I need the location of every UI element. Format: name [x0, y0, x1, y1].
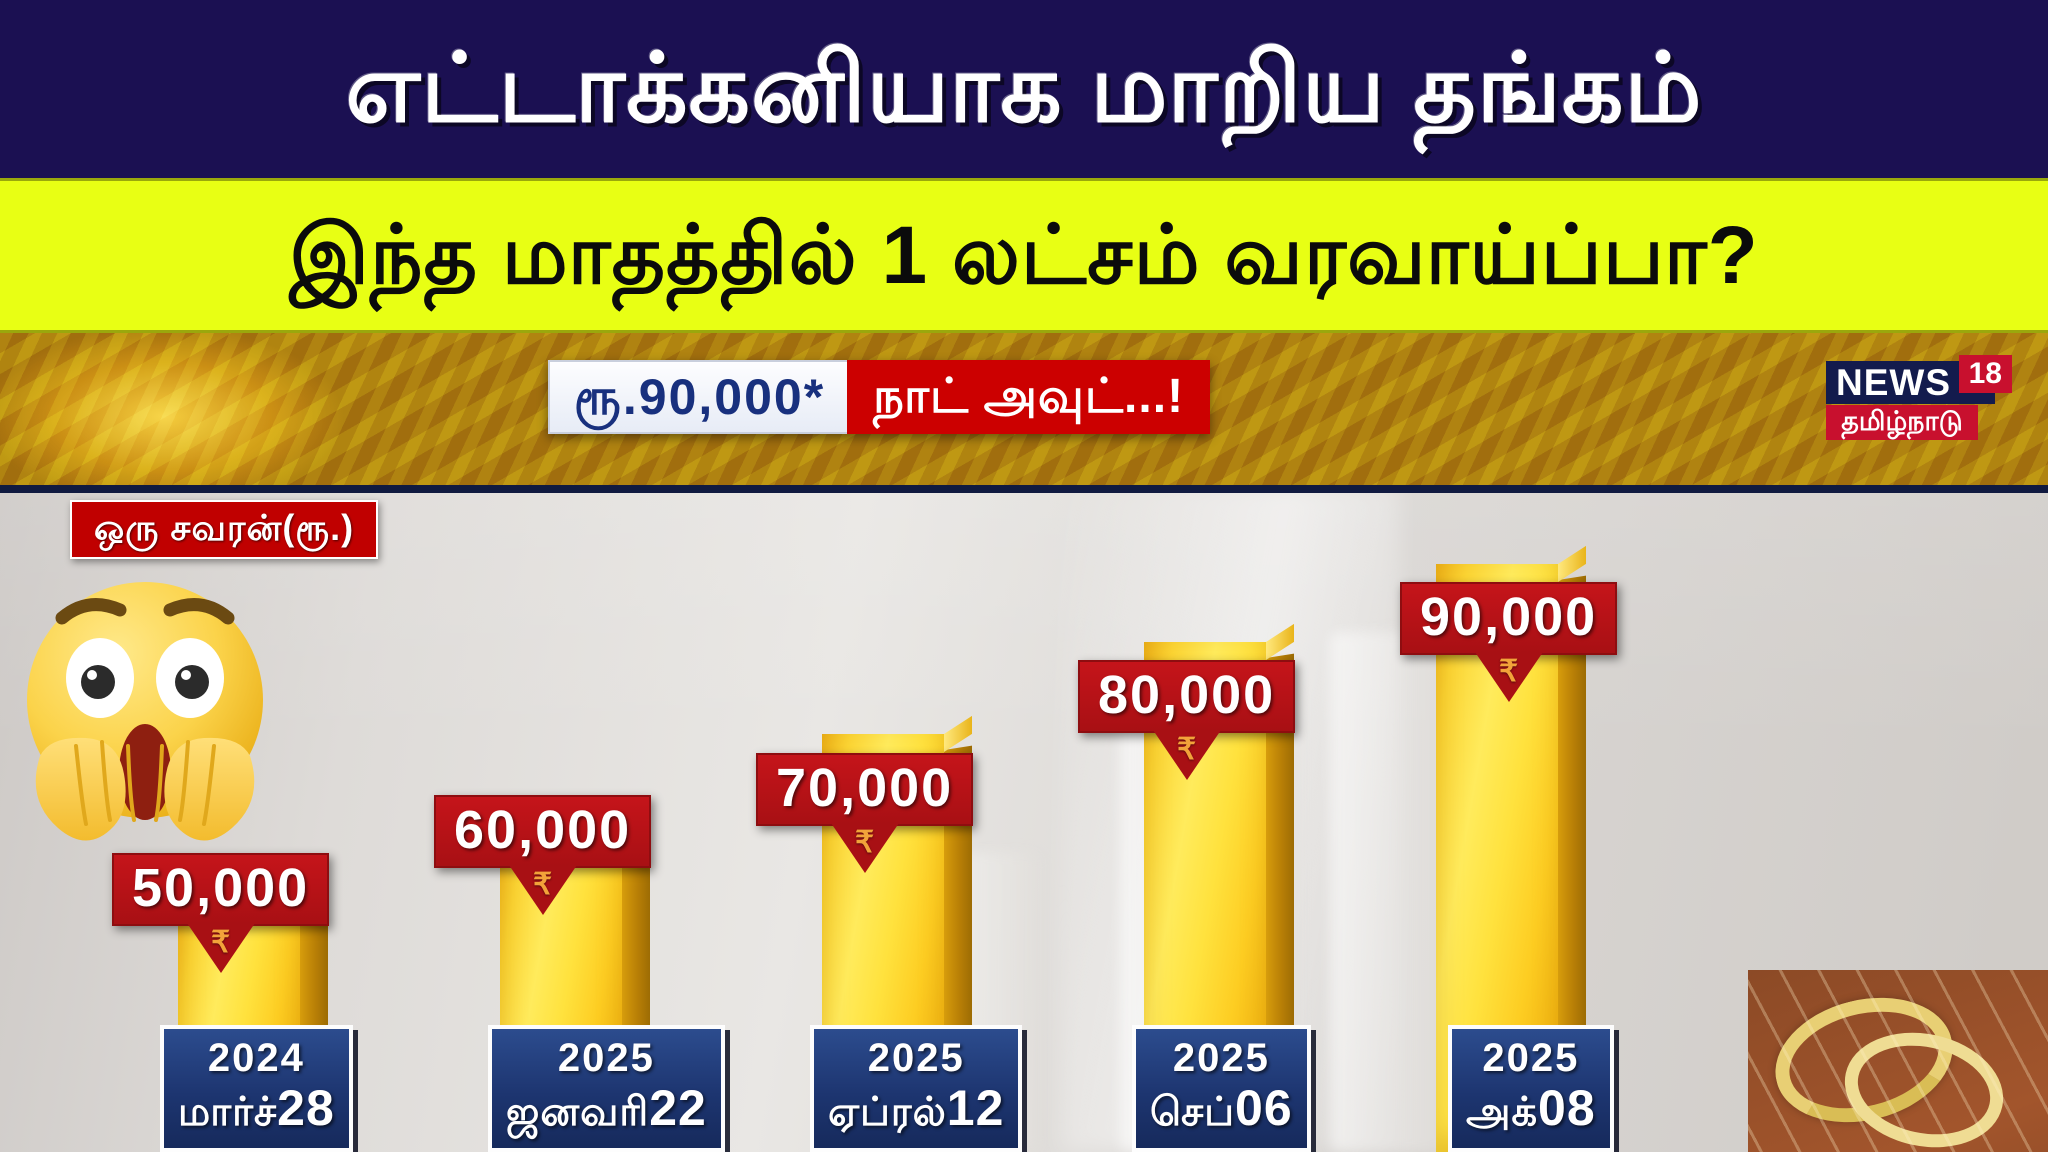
- plaque-inner: 2025 செப்06: [1132, 1025, 1311, 1152]
- news18-logo: NEWS 18 தமிழ்நாடு: [1826, 355, 2012, 440]
- value-callout: 50,000 ₹: [112, 853, 330, 973]
- subhead-bar: இந்த மாதத்தில் 1 லட்சம் வரவாய்ப்பா?: [0, 178, 2048, 333]
- plaque-day: 08: [1538, 1080, 1596, 1136]
- plaque-month: ஏப்ரல்: [828, 1090, 947, 1134]
- plaque-inner: 2025 ஏப்ரல்12: [810, 1025, 1023, 1152]
- value-callout: 60,000 ₹: [434, 795, 652, 915]
- plaque-date: அக்08: [1466, 1081, 1596, 1136]
- gold-bangle-decoration: [1834, 1018, 2014, 1152]
- plaque-date: மார்ச்28: [178, 1081, 335, 1136]
- value-callout-label: 80,000: [1098, 665, 1276, 725]
- value-callout-label: 60,000: [454, 800, 632, 860]
- value-callout-pointer: [830, 823, 899, 873]
- price-amount: ரூ.90,000*: [574, 369, 826, 425]
- headline-bar: எட்டாக்கனியாக மாறிய தங்கம்: [0, 0, 2048, 178]
- gold-bangle-decoration: [1762, 980, 1966, 1140]
- logo-top-row: NEWS 18: [1826, 355, 2012, 407]
- plaque-year: 2025: [867, 1036, 965, 1080]
- plaque-year: 2025: [1482, 1036, 1580, 1080]
- logo-18-badge: 18: [1958, 355, 2012, 393]
- value-callout-pointer: [1152, 730, 1221, 780]
- plaque-inner: 2024 மார்ச்28: [160, 1025, 353, 1152]
- price-tagline: நாட் அவுட்...!: [873, 370, 1185, 423]
- value-callout-pointer: [508, 865, 577, 915]
- chart-top-divider: [0, 485, 2048, 493]
- page-title: எட்டாக்கனியாக மாறிய தங்கம்: [345, 35, 1703, 142]
- price-banner: ரூ.90,000* நாட் அவுட்...!: [548, 360, 1211, 434]
- value-callout-label: 50,000: [132, 858, 310, 918]
- plaque-day: 22: [649, 1080, 707, 1136]
- rupee-icon: ₹: [1177, 733, 1197, 766]
- axis-label-plaque: 2025 அக்08: [1448, 1025, 1614, 1152]
- plaque-year: 2025: [557, 1036, 655, 1080]
- plaque-month: அக்: [1466, 1090, 1539, 1134]
- plaque-year: 2024: [207, 1036, 305, 1080]
- price-amount-box: ரூ.90,000*: [548, 360, 848, 434]
- value-callout: 80,000 ₹: [1078, 660, 1296, 780]
- plaque-inner: 2025 ஜனவரி22: [488, 1025, 725, 1152]
- unit-badge-label: ஒரு சவரன்(ரூ.): [94, 507, 355, 548]
- axis-label-plaque: 2025 ஏப்ரல்12: [810, 1025, 1023, 1152]
- price-tagline-box: நாட் அவுட்...!: [847, 360, 1211, 434]
- plaque-month: மார்ச்: [178, 1090, 278, 1134]
- value-callout-box: 50,000: [112, 853, 330, 926]
- plaque-day: 12: [946, 1080, 1005, 1136]
- value-callout-box: 80,000: [1078, 660, 1296, 733]
- value-callout-pointer: [186, 923, 255, 973]
- jewellery-photo-panel: [1748, 970, 2048, 1152]
- plaque-date: ஏப்ரல்12: [828, 1081, 1004, 1136]
- plaque-day: 06: [1235, 1080, 1293, 1136]
- value-callout: 90,000 ₹: [1400, 582, 1618, 702]
- unit-badge: ஒரு சவரன்(ரூ.): [70, 500, 379, 559]
- rupee-icon: ₹: [533, 868, 553, 901]
- plaque-inner: 2025 அக்08: [1448, 1025, 1614, 1152]
- value-callout-box: 90,000: [1400, 582, 1618, 655]
- value-callout: 70,000 ₹: [756, 753, 974, 873]
- bar-chart: 50,000 ₹ 60,000 ₹ 70,000 ₹ 80,000 ₹: [0, 485, 2048, 1152]
- plaque-month: ஜனவரி: [506, 1090, 650, 1134]
- axis-label-plaque: 2024 மார்ச்28: [160, 1025, 353, 1152]
- axis-label-plaque: 2025 ஜனவரி22: [488, 1025, 725, 1152]
- value-callout-label: 90,000: [1420, 587, 1598, 647]
- plaque-month: செப்: [1150, 1090, 1236, 1134]
- rupee-icon: ₹: [211, 926, 231, 959]
- shocked-face-emoji-icon: [27, 582, 263, 841]
- page-subtitle: இந்த மாதத்தில் 1 லட்சம் வரவாய்ப்பா?: [289, 209, 1759, 301]
- value-callout-box: 70,000: [756, 753, 974, 826]
- value-callout-pointer: [1474, 652, 1543, 702]
- plaque-year: 2025: [1172, 1036, 1270, 1080]
- value-callout-label: 70,000: [776, 758, 954, 818]
- axis-label-plaque: 2025 செப்06: [1132, 1025, 1311, 1152]
- plaque-date: ஜனவரி22: [506, 1081, 707, 1136]
- rupee-icon: ₹: [855, 826, 875, 859]
- logo-region-label: தமிழ்நாடு: [1826, 405, 1978, 440]
- value-callout-box: 60,000: [434, 795, 652, 868]
- plaque-day: 28: [277, 1080, 335, 1136]
- plaque-date: செப்06: [1150, 1081, 1293, 1136]
- rupee-icon: ₹: [1499, 655, 1519, 688]
